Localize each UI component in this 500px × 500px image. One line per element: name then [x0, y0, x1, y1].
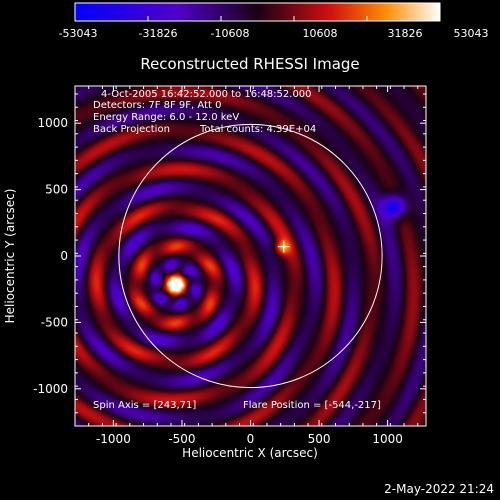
- annotation-method: Back Projection: [93, 124, 170, 135]
- colorbar-tick-label: -31826: [139, 27, 178, 40]
- x-tick-label: -1000: [96, 432, 131, 446]
- spin-axis-cross-marker: [277, 240, 290, 253]
- colorbar-tick-label: 53043: [454, 27, 489, 40]
- annotation-flare-position: Flare Position = [-544,-217]: [243, 400, 381, 411]
- y-tick-label: -500: [41, 315, 68, 329]
- annotation-energy-range: Energy Range: 6.0 - 12.0 keV: [93, 112, 239, 123]
- colorbar-tick-label: -53043: [59, 27, 98, 40]
- x-tick-label: 1000: [372, 432, 403, 446]
- annotation-time-range: 4-Oct-2005 16:42:52.000 to 16:48:52.000: [101, 89, 312, 100]
- chart-title: Reconstructed RHESSI Image: [140, 55, 359, 73]
- footer-date: 2-May-2022 21:24: [384, 482, 494, 496]
- y-tick-label: -1000: [33, 382, 68, 396]
- colorbar-tick-label: 10608: [303, 27, 338, 40]
- annotation-detectors: Detectors: 7F 8F 9F, Att 0: [93, 100, 221, 111]
- x-tick-label: 0: [247, 432, 255, 446]
- x-tick-label: 500: [308, 432, 331, 446]
- y-tick-label: 1000: [37, 116, 68, 130]
- x-axis-label: Heliocentric X (arcsec): [182, 446, 318, 460]
- annotation-total-counts: Total counts: 4.39E+04: [199, 124, 316, 135]
- y-tick-label: 500: [45, 183, 68, 197]
- heatmap-image: [75, 86, 426, 426]
- colorbar-tick-label: -10608: [211, 27, 250, 40]
- colorbar-ticks: -53043 -31826 -10608 10608 31826 53043: [59, 16, 489, 40]
- annotation-spin-axis: Spin Axis = [243,71]: [93, 400, 196, 411]
- solar-limb-circle: [118, 123, 383, 389]
- colorbar: [74, 2, 441, 22]
- axis-ticks: -1000 -500 0 500 1000 1000 500 0 -500 -1000: [33, 86, 426, 446]
- y-tick-label: 0: [60, 249, 68, 263]
- y-axis-label: Heliocentric Y (arcsec): [3, 189, 17, 324]
- x-tick-label: -500: [168, 432, 195, 446]
- colorbar-tick-label: 31826: [388, 27, 423, 40]
